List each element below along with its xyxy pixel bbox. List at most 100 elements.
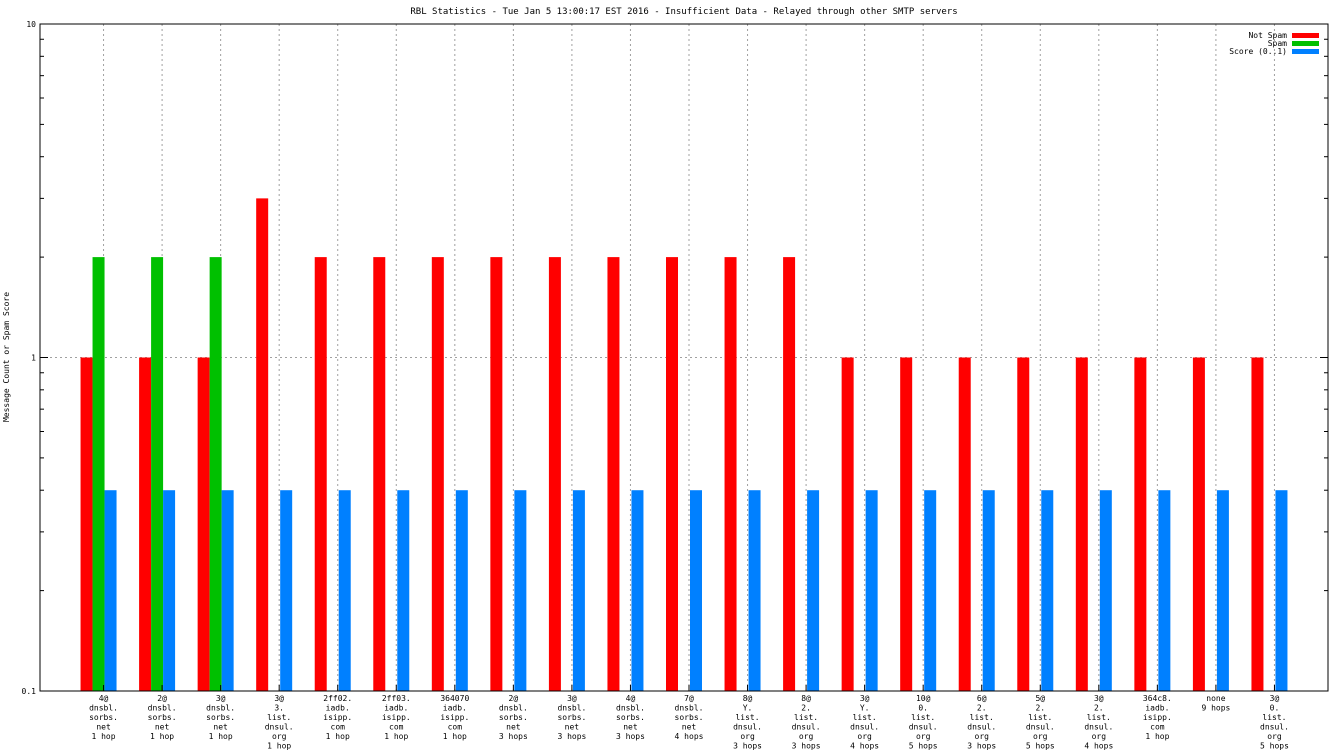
bar-2 — [221, 490, 234, 691]
bar-2 — [631, 490, 644, 691]
x-category-label: 3@ 0. list. dnsul. org 5 hops — [1260, 694, 1289, 751]
x-category-label-line: 1 hop — [1145, 732, 1169, 741]
x-category-label-line: 364c8. — [1143, 694, 1172, 703]
x-category-label-line: 3 hops — [967, 742, 996, 751]
x-category-label-line: 2ff03. — [382, 694, 411, 703]
bar-2 — [1275, 490, 1288, 691]
x-category-label: 2@ dnsbl. sorbs. net 3 hops — [499, 694, 528, 741]
x-category-label-line: dnsul. — [265, 723, 294, 732]
x-category-label-line: dnsbl. — [675, 704, 704, 713]
bar-0 — [724, 257, 737, 691]
x-category-label-line: 2. — [977, 704, 987, 713]
bar-0 — [256, 198, 269, 691]
x-category-label-line: list. — [267, 713, 291, 722]
x-category-label-line: 0. — [1270, 704, 1280, 713]
legend-label: Score (0..1) — [1229, 47, 1287, 56]
bar-0 — [431, 257, 444, 691]
x-category-label-line: 3 hops — [792, 742, 821, 751]
x-category-label-line: isipp. — [1143, 713, 1172, 722]
bar-0 — [139, 357, 152, 691]
x-category-label-line: 2. — [1094, 704, 1104, 713]
x-category-label-line: 2. — [1035, 704, 1045, 713]
x-category-label-line: 0. — [918, 704, 928, 713]
x-category-label: 3@ dnsbl. sorbs. net 1 hop — [206, 694, 235, 741]
x-category-label-line: 3 hops — [733, 742, 762, 751]
bar-0 — [80, 357, 93, 691]
x-category-label: 8@ 2. list. dnsul. org 3 hops — [792, 694, 821, 751]
bar-0 — [1192, 357, 1205, 691]
x-category-label-line: 3@ — [274, 694, 284, 703]
bar-1 — [209, 257, 222, 691]
x-category-label-line: 3 hops — [499, 732, 528, 741]
y-tick-label: 0.1 — [22, 687, 37, 696]
x-category-label-line: org — [916, 732, 931, 741]
x-category-label-line: 1 hop — [209, 732, 233, 741]
x-category-label-line: 5 hops — [1026, 742, 1055, 751]
x-category-label-line: net — [213, 723, 228, 732]
bar-2 — [1041, 490, 1054, 691]
y-axis-label: Message Count or Spam Score — [2, 292, 11, 422]
x-category-label-line: org — [1033, 732, 1048, 741]
chart-title: RBL Statistics - Tue Jan 5 13:00:17 EST … — [410, 7, 957, 17]
bar-0 — [1075, 357, 1088, 691]
x-category-label-line: 3 hops — [616, 732, 645, 741]
x-category-label-line: sorbs. — [616, 713, 645, 722]
x-category-label-line: list. — [1087, 713, 1111, 722]
x-category-label-line: list. — [1262, 713, 1286, 722]
x-category-label-line: sorbs. — [675, 713, 704, 722]
bar-0 — [958, 357, 971, 691]
bar-0 — [373, 257, 386, 691]
x-category-label: 7@ dnsbl. sorbs. net 4 hops — [675, 694, 704, 741]
x-category-label-line: 4@ — [99, 694, 109, 703]
grid-layer — [40, 23, 1328, 692]
x-category-label-line: net — [682, 723, 697, 732]
bar-1 — [151, 257, 164, 691]
x-category-label-line: isipp. — [382, 713, 411, 722]
x-category-label-line: dnsul. — [850, 723, 879, 732]
y-tick-label: 1 — [31, 354, 36, 363]
x-category-label-line: dnsbl. — [499, 704, 528, 713]
legend-swatch — [1292, 33, 1319, 38]
x-category-label-line: sorbs. — [206, 713, 235, 722]
bar-2 — [455, 490, 468, 691]
x-category-label-line: org — [975, 732, 990, 741]
x-category-label-line: 4@ — [626, 694, 636, 703]
x-category-label-line: iadb. — [384, 704, 408, 713]
x-category-label: 364c8. iadb. isipp. com 1 hop — [1143, 694, 1172, 741]
x-category-label-line: dnsbl. — [557, 704, 586, 713]
x-category-label-line: 364070 — [440, 694, 469, 703]
x-category-label-line: net — [565, 723, 580, 732]
bar-0 — [314, 257, 327, 691]
x-category-label-line: list. — [911, 713, 935, 722]
bar-2 — [690, 490, 702, 691]
x-category-label-line: com — [1150, 723, 1165, 732]
x-category-label-line: com — [448, 723, 463, 732]
x-category-label: 6@ 2. list. dnsul. org 3 hops — [967, 694, 996, 751]
bar-2 — [280, 490, 293, 691]
bar-2 — [572, 490, 585, 691]
x-category-label: 3@ dnsbl. sorbs. net 3 hops — [557, 694, 586, 741]
x-category-label-line: 1 hop — [443, 732, 467, 741]
x-category-label: 364070 iadb. isipp. com 1 hop — [440, 694, 469, 741]
legend-swatch — [1292, 41, 1319, 46]
bar-0 — [841, 357, 854, 691]
x-category-label-line: none — [1206, 694, 1225, 703]
bar-2 — [865, 490, 878, 691]
bar-0 — [490, 257, 503, 691]
bar-2 — [748, 490, 761, 691]
bar-0 — [197, 357, 210, 691]
x-category-label-line: isipp. — [440, 713, 469, 722]
x-category-label-line: 3@ — [1270, 694, 1280, 703]
bar-2 — [514, 490, 527, 691]
x-category-label-line: list. — [1028, 713, 1052, 722]
x-category-label-line: 7@ — [684, 694, 694, 703]
x-category-label-line: dnsbl. — [148, 704, 177, 713]
x-category-label-line: list. — [853, 713, 877, 722]
bar-0 — [783, 257, 796, 691]
x-category-label-line: 2. — [801, 704, 811, 713]
x-category-label: 8@ Y. list. dnsul. org 3 hops — [733, 694, 762, 751]
bar-2 — [1099, 490, 1112, 691]
x-category-label-line: iadb. — [443, 704, 467, 713]
